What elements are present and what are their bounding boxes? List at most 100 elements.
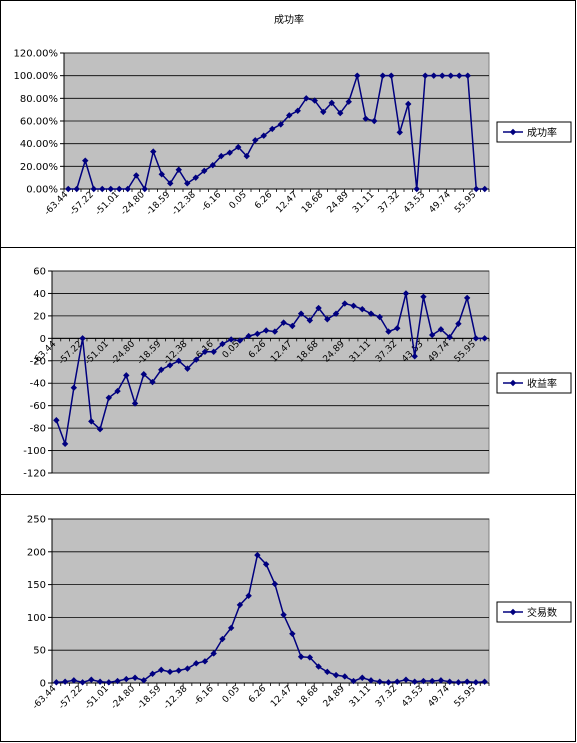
- y-tick-label: -120: [23, 469, 46, 480]
- data-point: [96, 426, 104, 433]
- data-point: [428, 331, 436, 339]
- y-tick-label: 150: [27, 580, 46, 591]
- data-point: [277, 121, 284, 128]
- data-point: [472, 335, 480, 342]
- x-tick-label: 6.26: [253, 190, 274, 211]
- x-tick-label: 12.47: [275, 190, 300, 215]
- data-point: [428, 677, 436, 685]
- y-tick-label: 20: [33, 311, 46, 322]
- data-point: [61, 440, 69, 448]
- y-tick-label: 80.00%: [20, 94, 58, 105]
- data-point: [269, 125, 276, 133]
- data-point: [311, 97, 318, 104]
- data-point: [140, 371, 147, 378]
- y-tick-label: -60: [30, 401, 46, 412]
- y-tick-label: 40.00%: [20, 139, 58, 150]
- y-tick-label: 60.00%: [20, 117, 58, 128]
- data-point: [303, 95, 310, 102]
- legend-box: [496, 372, 572, 394]
- data-point: [175, 357, 182, 364]
- x-tick-label: -12.38: [170, 190, 198, 218]
- y-tick-label: 100.00%: [14, 71, 59, 82]
- data-point: [350, 302, 357, 309]
- x-tick-label: -12.38: [162, 684, 190, 712]
- data-point: [123, 372, 130, 379]
- data-point: [437, 326, 445, 333]
- data-point: [141, 185, 148, 193]
- data-point: [53, 679, 60, 686]
- data-point: [107, 185, 114, 193]
- data-point: [350, 677, 357, 685]
- data-point: [456, 72, 463, 79]
- x-tick-label: 37.32: [374, 684, 399, 709]
- data-point: [345, 98, 352, 105]
- data-point: [260, 132, 267, 139]
- x-tick-label: 18.68: [295, 684, 320, 709]
- y-tick-label: 50: [33, 646, 46, 657]
- data-point: [227, 624, 235, 632]
- legend-marker: [509, 608, 517, 616]
- data-point: [184, 665, 191, 672]
- y-tick-label: 100: [27, 613, 46, 624]
- data-point: [455, 679, 462, 686]
- data-point: [105, 394, 113, 402]
- y-tick-label: 120.00%: [14, 49, 59, 60]
- data-point: [324, 316, 331, 323]
- y-tick-label: 20.00%: [20, 162, 58, 173]
- x-tick-label: 49.74: [427, 684, 452, 709]
- x-tick-label: 12.47: [269, 684, 294, 709]
- data-point: [371, 117, 378, 125]
- data-point: [447, 72, 454, 79]
- x-tick-label: 31.11: [351, 190, 376, 215]
- x-tick-label: -51.01: [83, 684, 111, 712]
- data-point: [236, 337, 244, 344]
- data-point: [280, 611, 287, 618]
- data-point: [430, 72, 437, 79]
- data-point: [201, 348, 209, 355]
- data-point: [252, 137, 259, 144]
- y-tick-label: -20: [30, 356, 46, 367]
- data-point: [116, 185, 123, 193]
- data-point: [158, 171, 165, 178]
- data-point: [114, 677, 121, 685]
- data-point: [385, 679, 392, 686]
- y-tick-label: 40: [33, 289, 46, 300]
- legend-label: 成功率: [527, 126, 557, 139]
- plot-area: [51, 270, 490, 474]
- x-tick-label: 24.89: [322, 684, 347, 709]
- data-point: [376, 678, 383, 685]
- data-point: [359, 305, 366, 313]
- data-point: [99, 185, 106, 193]
- data-point: [105, 679, 113, 686]
- x-tick-label: -51.01: [94, 190, 122, 218]
- data-point: [294, 107, 301, 114]
- x-tick-label: -18.59: [136, 684, 164, 712]
- data-point: [254, 330, 261, 338]
- data-point: [367, 310, 375, 317]
- data-point: [140, 677, 147, 684]
- data-point: [245, 332, 252, 340]
- trade-count-chart: 0 50 100 150 200 250 -63.44 -57.22 -51.01 -24.80-…: [0, 494, 576, 742]
- data-point: [464, 72, 471, 79]
- data-point: [411, 353, 418, 360]
- data-point: [446, 334, 453, 341]
- data-point: [271, 328, 279, 335]
- data-point: [184, 180, 191, 187]
- data-point: [192, 174, 199, 181]
- success-rate-chart: 成功率 0.00% 20.00% 40.00% 60.00% 80.00% 100.00% 1…: [0, 0, 576, 248]
- legend-label: 交易数: [527, 606, 557, 619]
- plot-area: [51, 518, 490, 684]
- data-point: [131, 400, 139, 407]
- data-point: [65, 185, 72, 193]
- legend-label: 收益率: [527, 377, 557, 390]
- x-tick-label: 55.95: [453, 190, 478, 215]
- data-point: [210, 348, 217, 355]
- x-tick-label: 18.68: [300, 190, 325, 215]
- return-rate-chart: -120 -100 -80 -60 -40 -20 0 20 40 60 -63.44 -57.22-…: [0, 247, 576, 495]
- chart-title: 成功率: [274, 13, 304, 26]
- data-point: [455, 320, 462, 327]
- data-point: [114, 387, 121, 395]
- data-point: [61, 678, 69, 685]
- y-tick-label: 0: [40, 679, 46, 690]
- data-point: [243, 152, 250, 160]
